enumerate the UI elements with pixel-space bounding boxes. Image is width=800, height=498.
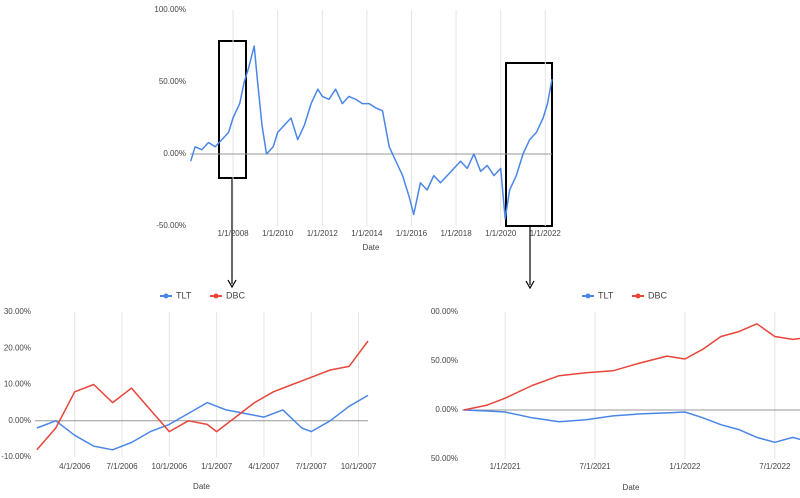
y-tick-label: 0.00% bbox=[8, 416, 31, 425]
x-tick-label: 10/1/2007 bbox=[341, 462, 377, 471]
data-line bbox=[36, 340, 369, 451]
data-line bbox=[463, 409, 800, 444]
legend-label: DBC bbox=[226, 290, 246, 300]
x-tick-label: 4/1/2006 bbox=[59, 462, 91, 471]
x-tick-label: 1/1/2012 bbox=[307, 229, 339, 238]
arrow-head bbox=[227, 279, 237, 289]
legend: TLT DBC bbox=[160, 290, 246, 300]
y-tick-label: 0.00% bbox=[435, 405, 458, 414]
x-axis-title: Date bbox=[193, 482, 210, 491]
x-tick-label: 1/1/2022 bbox=[669, 462, 701, 471]
legend-label: DBC bbox=[648, 290, 668, 300]
legend-label: TLT bbox=[176, 290, 192, 300]
x-tick-label: 7/1/2006 bbox=[106, 462, 138, 471]
highlight-box bbox=[505, 62, 553, 227]
x-tick-label: 1/1/2018 bbox=[441, 229, 473, 238]
x-axis-title: Date bbox=[623, 483, 640, 492]
x-tick-label: 10/1/2006 bbox=[152, 462, 188, 471]
y-tick-label: 00.00% bbox=[431, 307, 458, 316]
x-tick-label: 4/1/2007 bbox=[248, 462, 280, 471]
x-axis-title: Date bbox=[363, 243, 380, 252]
x-tick-label: 1/1/2014 bbox=[351, 229, 383, 238]
data-line bbox=[36, 394, 369, 451]
y-tick-label: 0.00% bbox=[163, 149, 186, 158]
x-tick-label: 1/1/2008 bbox=[217, 229, 249, 238]
arrow-head bbox=[525, 280, 535, 290]
legend-label: TLT bbox=[598, 290, 614, 300]
data-line bbox=[463, 323, 800, 411]
legend-marker bbox=[635, 293, 641, 299]
y-tick-label: 50.00% bbox=[159, 77, 186, 86]
x-tick-label: 7/1/2022 bbox=[759, 462, 791, 471]
x-tick-label: 1/1/2021 bbox=[490, 462, 522, 471]
legend-marker bbox=[163, 293, 169, 299]
y-tick-label: 30.00% bbox=[4, 307, 31, 316]
legend-marker bbox=[585, 293, 591, 299]
x-tick-label: 7/1/2021 bbox=[579, 462, 611, 471]
legend-marker bbox=[213, 293, 219, 299]
y-tick-label: 10.00% bbox=[4, 380, 31, 389]
y-tick-label: 50.00% bbox=[431, 454, 458, 463]
x-tick-label: 7/1/2007 bbox=[296, 462, 328, 471]
legend: TLT DBC bbox=[582, 290, 668, 300]
x-tick-label: 1/1/2007 bbox=[201, 462, 233, 471]
data-line bbox=[189, 45, 553, 220]
y-tick-label: -50.00% bbox=[156, 221, 186, 230]
y-tick-label: 100.00% bbox=[154, 5, 186, 14]
x-tick-label: 1/1/2020 bbox=[485, 229, 517, 238]
y-tick-label: 50.00% bbox=[431, 356, 458, 365]
highlight-box bbox=[218, 40, 247, 179]
x-tick-label: 1/1/2010 bbox=[262, 229, 294, 238]
y-tick-label: -10.00% bbox=[1, 452, 31, 461]
y-tick-label: 20.00% bbox=[4, 343, 31, 352]
x-tick-label: 1/1/2022 bbox=[530, 229, 562, 238]
x-tick-label: 1/1/2016 bbox=[396, 229, 428, 238]
